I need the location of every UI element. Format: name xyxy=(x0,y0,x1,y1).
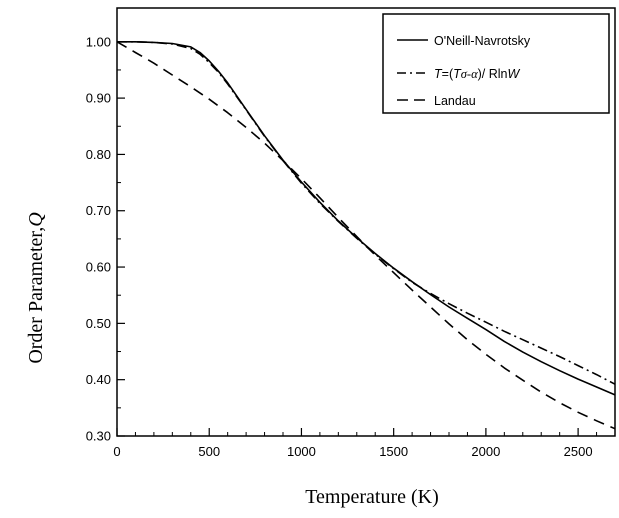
series-line-dashed xyxy=(116,41,616,430)
legend-label-oneill: O'Neill-Navrotsky xyxy=(434,34,531,48)
y-tick-label: 0.90 xyxy=(86,91,111,106)
legend-formula-T: T xyxy=(434,67,443,81)
legend-label-landau: Landau xyxy=(434,94,476,108)
plot-area xyxy=(116,7,616,437)
legend-formula-T2: T xyxy=(453,67,462,81)
x-tick-label: 2500 xyxy=(564,444,593,459)
axis-ticks xyxy=(116,41,598,437)
plot-frame xyxy=(116,7,616,437)
series-lines xyxy=(116,40,616,430)
legend-formula-sigma-alpha: σ-α xyxy=(461,67,478,81)
y-tick-labels: 0.30 0.40 0.50 0.60 0.70 0.80 0.90 1.00 xyxy=(86,34,111,443)
x-tick-label: 1000 xyxy=(287,444,316,459)
series-line-dash-dot xyxy=(117,40,616,385)
legend: O'Neill-Navrotsky T=(Tσ-α)/ RlnW Landau xyxy=(382,13,610,114)
y-tick-label: 0.30 xyxy=(86,429,111,444)
y-tick-label: 0.60 xyxy=(86,260,111,275)
y-axis-title: Order Parameter,Q xyxy=(25,212,47,364)
x-tick-label: 0 xyxy=(113,444,120,459)
y-tick-label: 1.00 xyxy=(86,34,111,49)
x-tick-label: 500 xyxy=(198,444,220,459)
y-tick-label: 0.50 xyxy=(86,316,111,331)
legend-box xyxy=(382,13,610,114)
legend-formula-W: W xyxy=(508,67,521,81)
legend-formula-rln: )/ Rln xyxy=(478,67,508,81)
y-axis-title-text: Order Parameter, xyxy=(25,227,47,364)
y-axis-title-symbol: Q xyxy=(25,212,47,227)
legend-formula-open: =( xyxy=(442,67,454,81)
x-tick-label: 2000 xyxy=(471,444,500,459)
x-tick-labels: 0 500 1000 1500 2000 2500 xyxy=(113,444,592,459)
y-tick-label: 0.70 xyxy=(86,203,111,218)
x-axis-title: Temperature (K) xyxy=(305,486,439,508)
y-tick-label: 0.80 xyxy=(86,147,111,162)
legend-label-formula: T=(Tσ-α)/ RlnW xyxy=(434,67,521,81)
x-tick-label: 1500 xyxy=(379,444,408,459)
y-tick-label: 0.40 xyxy=(86,372,111,387)
